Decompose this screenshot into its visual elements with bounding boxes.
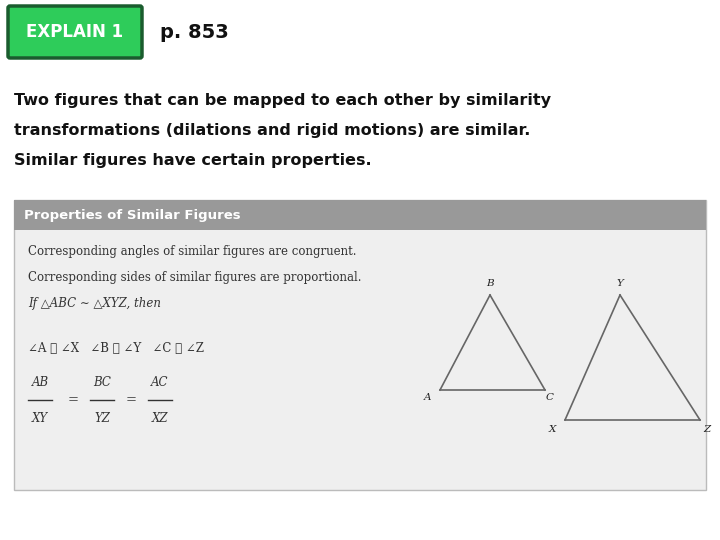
Text: A: A bbox=[424, 394, 432, 402]
Text: =: = bbox=[68, 394, 78, 407]
Text: =: = bbox=[125, 394, 137, 407]
Text: Properties of Similar Figures: Properties of Similar Figures bbox=[24, 208, 240, 221]
Text: YZ: YZ bbox=[94, 411, 110, 424]
FancyBboxPatch shape bbox=[8, 6, 142, 58]
Text: Similar figures have certain properties.: Similar figures have certain properties. bbox=[14, 152, 372, 167]
Text: Corresponding sides of similar figures are proportional.: Corresponding sides of similar figures a… bbox=[28, 272, 361, 285]
Bar bbox=[14, 200, 706, 490]
Text: AC: AC bbox=[151, 375, 168, 388]
Text: If △ABC ∼ △XYZ, then: If △ABC ∼ △XYZ, then bbox=[28, 298, 161, 310]
Text: ∠A ≅ ∠X   ∠B ≅ ∠Y   ∠C ≅ ∠Z: ∠A ≅ ∠X ∠B ≅ ∠Y ∠C ≅ ∠Z bbox=[28, 341, 204, 354]
Text: X: X bbox=[549, 426, 556, 435]
Text: BC: BC bbox=[93, 375, 111, 388]
Text: XZ: XZ bbox=[152, 411, 168, 424]
Text: XY: XY bbox=[32, 411, 48, 424]
Text: Corresponding angles of similar figures are congruent.: Corresponding angles of similar figures … bbox=[28, 246, 356, 259]
Bar bbox=[14, 200, 706, 230]
Text: B: B bbox=[486, 279, 494, 287]
Text: transformations (dilations and rigid motions) are similar.: transformations (dilations and rigid mot… bbox=[14, 123, 531, 138]
Text: AB: AB bbox=[32, 375, 48, 388]
Text: EXPLAIN 1: EXPLAIN 1 bbox=[27, 23, 124, 41]
Text: Z: Z bbox=[703, 426, 711, 435]
Text: Two figures that can be mapped to each other by similarity: Two figures that can be mapped to each o… bbox=[14, 92, 551, 107]
Text: Y: Y bbox=[616, 279, 624, 287]
Text: p. 853: p. 853 bbox=[160, 23, 229, 42]
Text: C: C bbox=[546, 394, 554, 402]
